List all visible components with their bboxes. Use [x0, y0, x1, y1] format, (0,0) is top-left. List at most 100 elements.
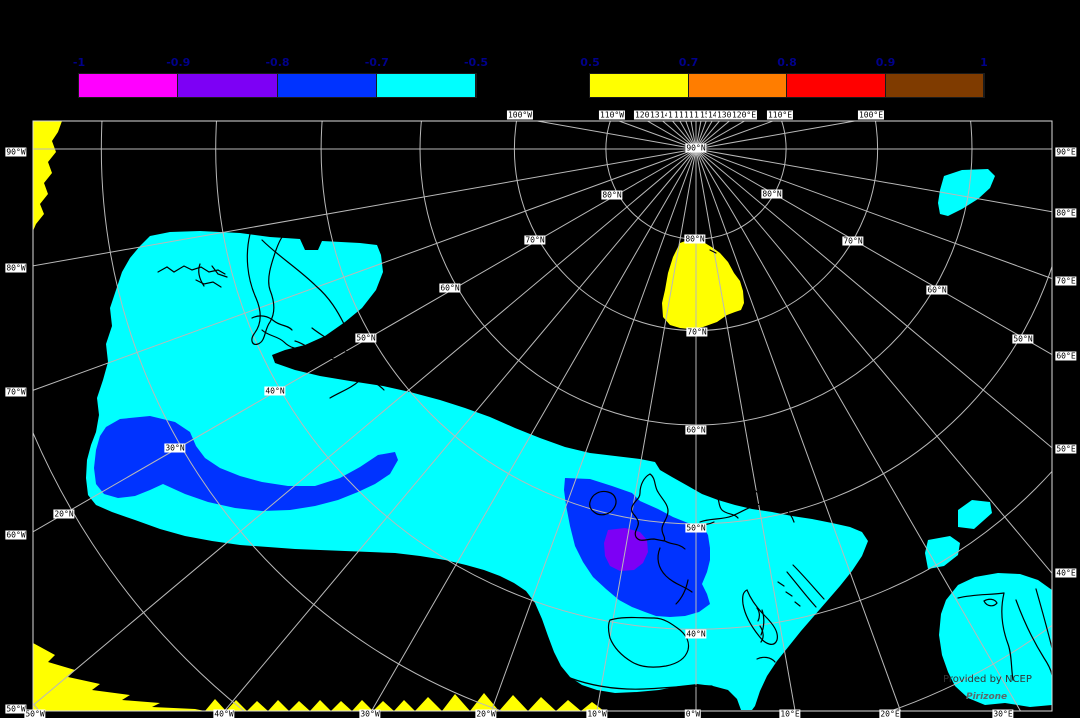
coastline — [777, 581, 801, 607]
coastline — [589, 490, 617, 516]
meridian-170 — [695, 121, 702, 150]
meridian--100 — [534, 121, 697, 150]
edge-label-bottom: 50°W — [24, 709, 46, 718]
provided-by-ncep-text: Provided by NCEP — [943, 674, 1032, 685]
latitude-label: 60°N — [926, 285, 948, 295]
colorbar-tick-label: -1 — [72, 56, 86, 69]
colorbar-segment — [376, 74, 476, 97]
coastline — [957, 592, 1014, 681]
edge-label-left: 90°W — [5, 147, 27, 157]
region-corr-pos-bottomleft-teeth — [205, 693, 604, 711]
latitude-label: 60°N — [685, 425, 707, 435]
region-corr-neg-0.5-se-small-b — [925, 536, 960, 569]
edge-label-top: 110°E — [766, 110, 794, 120]
meridian-160 — [695, 121, 707, 150]
meridian--80 — [33, 148, 697, 267]
latitude-label: 50°N — [1012, 334, 1034, 344]
latitude-label: 50°N — [355, 333, 377, 343]
colorbar-segment — [79, 74, 179, 97]
coastline — [569, 677, 713, 690]
latitude-label: 70°N — [842, 236, 864, 246]
meridian--70 — [33, 148, 697, 391]
edge-label-right: 70°E — [1055, 276, 1077, 286]
latitude-label: 20°N — [53, 509, 75, 519]
coastline — [657, 540, 693, 605]
colorbar-segment — [688, 74, 787, 97]
colorbar-segment — [178, 74, 278, 97]
colorbar-segment — [787, 74, 886, 97]
meridian--110 — [617, 121, 697, 150]
latitude-label: 40°N — [685, 629, 707, 639]
region-corr-pos-polar — [662, 239, 744, 329]
meridian--10 — [596, 148, 697, 711]
meridian--20 — [490, 148, 697, 711]
meridian-70 — [695, 148, 1052, 280]
region-corr-pos-topleft — [33, 121, 62, 231]
coastline — [631, 473, 669, 542]
edge-label-left: 60°W — [5, 530, 27, 540]
edge-label-top: 110°W — [598, 110, 626, 120]
region-corr-neg-0.5-se-small-a — [958, 500, 992, 529]
edge-label-bottom: 20°E — [879, 709, 901, 718]
coastline — [742, 589, 778, 663]
latitude-label: 30°N — [164, 443, 186, 453]
edge-label-left: 50°W — [5, 704, 27, 714]
colorbar-segment — [277, 74, 377, 97]
meridian--150 — [679, 121, 697, 150]
watermark-text: Pirizone — [966, 692, 1008, 702]
meridian-50 — [695, 148, 1052, 449]
latitude-label: 40°N — [264, 386, 286, 396]
meridian-80 — [695, 148, 1052, 213]
latitude-label: 70°N — [686, 327, 708, 337]
meridian--140 — [671, 121, 697, 150]
edge-label-bottom: 10°E — [779, 709, 801, 718]
meridian-40 — [695, 148, 1052, 575]
meridian-30 — [695, 148, 1022, 711]
edge-label-right: 50°E — [1055, 444, 1077, 454]
latitude-label: 80°N — [761, 189, 783, 199]
edge-label-right: 80°E — [1055, 208, 1077, 218]
edge-label-top: 120°W — [633, 110, 661, 120]
coastline — [1015, 588, 1052, 676]
meridian-140 — [695, 121, 721, 150]
edge-label-left: 80°W — [5, 263, 27, 273]
meridian-150 — [695, 121, 713, 150]
edge-label-right: 40°E — [1055, 568, 1077, 578]
latitude-label: 50°N — [685, 523, 707, 533]
coastline — [367, 363, 388, 381]
colorbar-tick-label: -0.8 — [265, 56, 290, 69]
colorbar-positive: 0.5 0.7 0.8 0.9 1 — [580, 56, 988, 98]
colorbar-segment — [590, 74, 689, 97]
edge-label-top: 100°W — [506, 110, 534, 120]
edge-label-bottom: 0°W — [684, 709, 702, 718]
meridian--50 — [33, 148, 697, 706]
pole-label: 90°N — [685, 143, 707, 153]
edge-label-bottom: 30°W — [359, 709, 381, 718]
coastline — [329, 379, 361, 399]
colorbar-tick-label: 0.8 — [777, 56, 797, 69]
colorbar-tick-label: -0.7 — [364, 56, 389, 69]
colorbar-tick-label: -0.9 — [166, 56, 191, 69]
meridian-100 — [695, 121, 858, 150]
latitude-label: 80°N — [684, 234, 706, 244]
meridian--40 — [223, 148, 697, 711]
coastline — [699, 489, 795, 523]
coastline — [261, 239, 345, 325]
coastline — [311, 327, 385, 391]
colorbar-negative: -1 -0.9 -0.8 -0.7 -0.5 — [73, 56, 488, 98]
coastline — [246, 233, 284, 345]
coastline — [756, 607, 764, 643]
meridian-10 — [695, 148, 796, 711]
meridian-130 — [695, 121, 731, 150]
coastline — [786, 564, 825, 608]
latitude-label: 80°N — [601, 190, 623, 200]
meridian--60 — [33, 148, 697, 533]
latitude-label: 60°N — [439, 283, 461, 293]
colorbar-tick-label: 0.5 — [580, 56, 600, 69]
colorbar-segment — [885, 74, 984, 97]
meridian-20 — [695, 148, 902, 711]
map-frame — [32, 120, 1053, 712]
